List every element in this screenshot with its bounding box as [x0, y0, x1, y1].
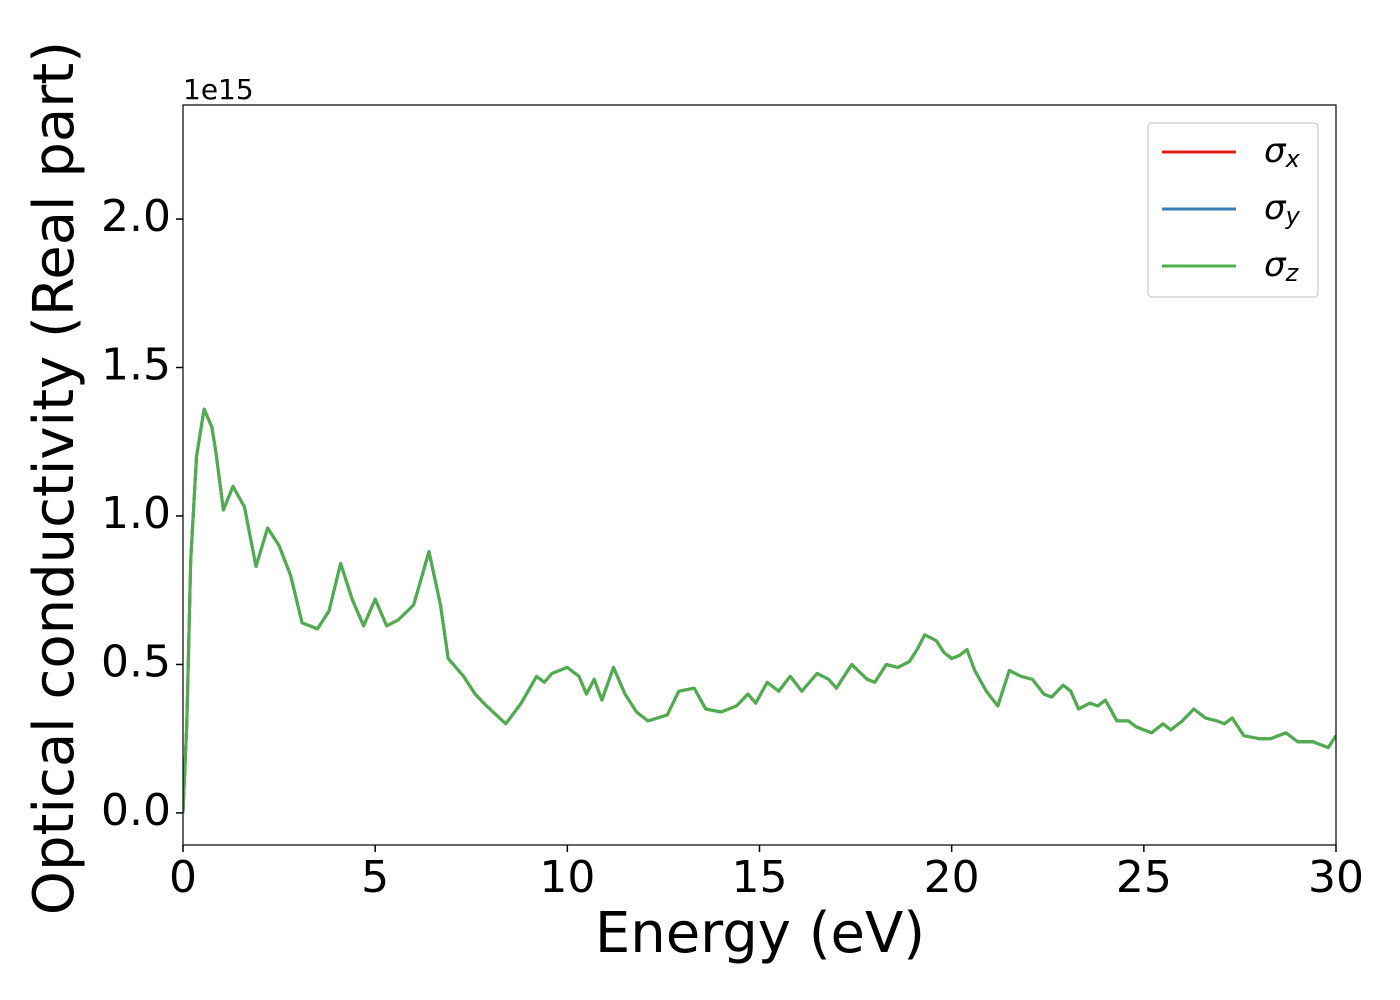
legend: σx σy σz — [1147, 122, 1319, 298]
series-line — [183, 407, 1336, 813]
y-axis-label: Optical conductivity (Real part) — [22, 41, 87, 915]
x-tick-label: 5 — [361, 852, 389, 903]
x-tick-label: 15 — [732, 852, 788, 903]
y-tick-label: 1.5 — [101, 340, 171, 391]
legend-label: σy — [1264, 188, 1301, 231]
legend-label: σz — [1264, 245, 1300, 288]
y-offset-label: 1e15 — [183, 73, 254, 106]
legend-label: σx — [1264, 131, 1301, 174]
x-tick-label: 0 — [169, 852, 197, 903]
x-tick-label: 25 — [1116, 852, 1172, 903]
y-tick-label: 2.0 — [101, 191, 171, 242]
y-tick-label: 0.5 — [101, 636, 171, 687]
plot-frame — [182, 104, 1337, 846]
y-tick-label: 0.0 — [101, 785, 171, 836]
x-tick-label: 10 — [539, 852, 595, 903]
y-tick-label: 1.0 — [101, 488, 171, 539]
x-axis-label: Energy (eV) — [595, 901, 925, 966]
x-tick-label: 30 — [1308, 852, 1364, 903]
x-tick-label: 20 — [924, 852, 980, 903]
